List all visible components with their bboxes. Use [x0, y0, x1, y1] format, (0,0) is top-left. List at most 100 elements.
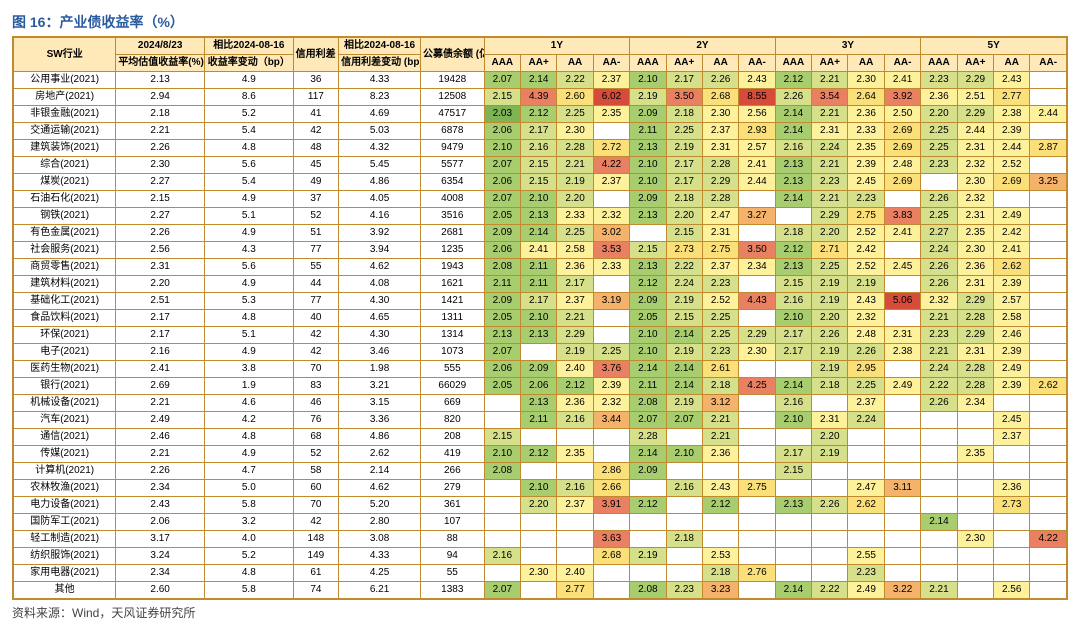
cell: 2.25 — [921, 208, 957, 225]
cell: 5.2 — [204, 548, 293, 565]
cell: 家用电器(2021) — [14, 565, 116, 582]
cell: 2.68 — [702, 89, 738, 106]
cell — [484, 480, 520, 497]
table-row: 环保(2021)2.175.1424.3013142.132.132.292.1… — [14, 327, 1067, 344]
col-rating: AA- — [1030, 55, 1067, 72]
cell: 2.20 — [812, 310, 848, 327]
cell — [557, 429, 593, 446]
cell — [884, 446, 920, 463]
cell: 2.15 — [666, 310, 702, 327]
cell: 3.50 — [666, 89, 702, 106]
cell: 2.36 — [921, 89, 957, 106]
cell: 45 — [293, 157, 338, 174]
cell: 2.26 — [116, 140, 205, 157]
cell: 2.12 — [775, 72, 811, 89]
cell: 42 — [293, 123, 338, 140]
cell — [812, 531, 848, 548]
cell: 2.30 — [957, 174, 993, 191]
cell: 3.22 — [884, 582, 920, 599]
cell: 2.18 — [666, 191, 702, 208]
cell: 电力设备(2021) — [14, 497, 116, 514]
cell: 555 — [420, 361, 484, 378]
cell: 2.55 — [848, 548, 884, 565]
cell: 361 — [420, 497, 484, 514]
figure-title: 图 16：产业债收益率（%） — [12, 12, 1068, 32]
cell: 2.37 — [593, 72, 629, 89]
cell — [921, 463, 957, 480]
cell: 3.24 — [116, 548, 205, 565]
cell: 2.19 — [666, 140, 702, 157]
cell: 2.10 — [484, 446, 520, 463]
cell — [884, 191, 920, 208]
cell: 2.49 — [116, 412, 205, 429]
yield-table: SW行业 2024/8/23 相比2024-08-16 信用利差 (bp) 相比… — [13, 37, 1067, 599]
cell: 国防军工(2021) — [14, 514, 116, 531]
cell: 2.31 — [702, 140, 738, 157]
cell: 70 — [293, 497, 338, 514]
cell — [593, 446, 629, 463]
cell: 2.44 — [1030, 106, 1067, 123]
table-row: 建筑装饰(2021)2.264.8484.3294792.102.162.282… — [14, 140, 1067, 157]
cell: 2.30 — [957, 531, 993, 548]
cell: 2.10 — [775, 310, 811, 327]
cell: 2.60 — [116, 582, 205, 599]
cell — [630, 531, 666, 548]
cell: 2.57 — [739, 140, 775, 157]
cell: 2.19 — [557, 174, 593, 191]
cell — [1030, 72, 1067, 89]
cell: 279 — [420, 480, 484, 497]
cell — [557, 463, 593, 480]
col-rating: AA — [994, 55, 1030, 72]
cell: 2.08 — [630, 582, 666, 599]
cell: 2.13 — [630, 208, 666, 225]
cell: 3.08 — [339, 531, 421, 548]
cell: 2.21 — [702, 412, 738, 429]
cell: 2.19 — [666, 344, 702, 361]
table-body: 公用事业(2021)2.134.9364.33194282.072.142.22… — [14, 72, 1067, 599]
cell: 2.48 — [848, 327, 884, 344]
cell — [921, 531, 957, 548]
cell: 2.41 — [884, 225, 920, 242]
cell: 4.30 — [339, 327, 421, 344]
cell — [630, 225, 666, 242]
cell: 3.8 — [204, 361, 293, 378]
cell — [775, 548, 811, 565]
cell — [848, 463, 884, 480]
cell: 3.54 — [812, 89, 848, 106]
cell: 4.62 — [339, 259, 421, 276]
table-row: 商贸零售(2021)2.315.6554.6219432.082.112.362… — [14, 259, 1067, 276]
cell: 55 — [293, 259, 338, 276]
cell — [921, 565, 957, 582]
cell: 银行(2021) — [14, 378, 116, 395]
cell: 2.14 — [775, 582, 811, 599]
cell: 2.75 — [739, 480, 775, 497]
cell: 8.6 — [204, 89, 293, 106]
cell: 2.42 — [994, 225, 1030, 242]
cell: 2.14 — [921, 514, 957, 531]
cell: 2.15 — [521, 174, 557, 191]
cell: 2.08 — [484, 259, 520, 276]
cell: 4.9 — [204, 191, 293, 208]
cell: 钢铁(2021) — [14, 208, 116, 225]
cell: 2.52 — [994, 157, 1030, 174]
cell: 2.13 — [484, 327, 520, 344]
cell — [666, 497, 702, 514]
cell: 2.09 — [484, 225, 520, 242]
cell: 2.28 — [957, 361, 993, 378]
cell: 4.6 — [204, 395, 293, 412]
cell — [957, 429, 993, 446]
cell: 2.17 — [116, 310, 205, 327]
cell: 2.13 — [521, 395, 557, 412]
cell: 2.21 — [116, 395, 205, 412]
cell: 2.10 — [521, 480, 557, 497]
cell: 4.2 — [204, 412, 293, 429]
cell — [994, 531, 1030, 548]
cell: 12508 — [420, 89, 484, 106]
cell: 2.26 — [775, 89, 811, 106]
cell — [739, 395, 775, 412]
cell: 2.07 — [484, 582, 520, 599]
col-term-3y: 3Y — [775, 38, 921, 55]
cell: 3.63 — [593, 531, 629, 548]
cell: 2.29 — [702, 174, 738, 191]
cell: 4.9 — [204, 72, 293, 89]
